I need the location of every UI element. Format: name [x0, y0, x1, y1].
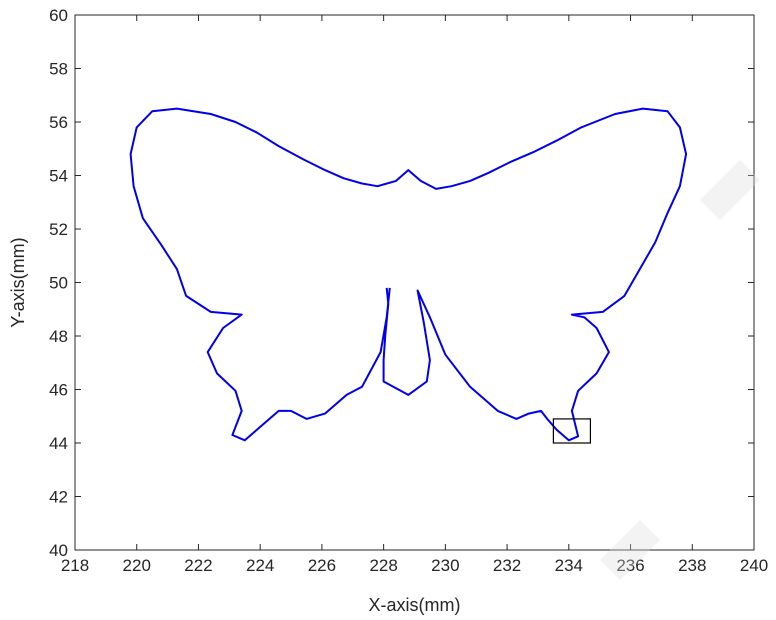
y-axis-ticks — [75, 14, 754, 551]
y-tick-label: 50 — [49, 274, 68, 293]
x-tick-label: 220 — [123, 556, 151, 575]
x-tick-label: 236 — [616, 556, 644, 575]
x-tick-label: 222 — [184, 556, 212, 575]
x-tick-label: 238 — [678, 556, 706, 575]
y-tick-label: 48 — [49, 327, 68, 346]
y-tick-label: 44 — [49, 434, 68, 453]
x-axis-title: X-axis(mm) — [369, 595, 461, 615]
x-tick-label: 232 — [493, 556, 521, 575]
y-axis-tick-labels: 40 42 44 46 48 50 52 54 56 58 60 — [49, 6, 68, 560]
y-axis-title: Y-axis(mm) — [8, 237, 28, 327]
x-tick-label: 226 — [308, 556, 336, 575]
series-layer — [129, 107, 688, 442]
x-tick-label: 224 — [246, 556, 274, 575]
annotation-layer — [552, 418, 592, 444]
butterfly-contour-line — [129, 107, 688, 442]
plot-area: 218 220 222 224 226 228 230 232 234 236 238 240 404… — [49, 6, 768, 575]
y-tick-label: 58 — [49, 60, 68, 79]
x-tick-label: 234 — [555, 556, 583, 575]
y-tick-label: 52 — [49, 220, 68, 239]
x-tick-label: 228 — [369, 556, 397, 575]
y-tick-label: 54 — [49, 167, 68, 186]
y-tick-label: 40 — [49, 541, 68, 560]
x-tick-label: 230 — [431, 556, 459, 575]
x-tick-label: 218 — [61, 556, 89, 575]
x-axis-tick-labels: 218 220 222 224 226 228 230 232 234 236 238 240 — [61, 556, 768, 575]
highlight-rectangle — [552, 418, 592, 444]
x-axis-ticks — [74, 15, 755, 550]
y-tick-label: 46 — [49, 381, 68, 400]
y-tick-label: 56 — [49, 113, 68, 132]
x-tick-label: 240 — [740, 556, 768, 575]
axes-box — [74, 14, 755, 551]
y-tick-label: 42 — [49, 488, 68, 507]
y-tick-label: 60 — [49, 6, 68, 25]
